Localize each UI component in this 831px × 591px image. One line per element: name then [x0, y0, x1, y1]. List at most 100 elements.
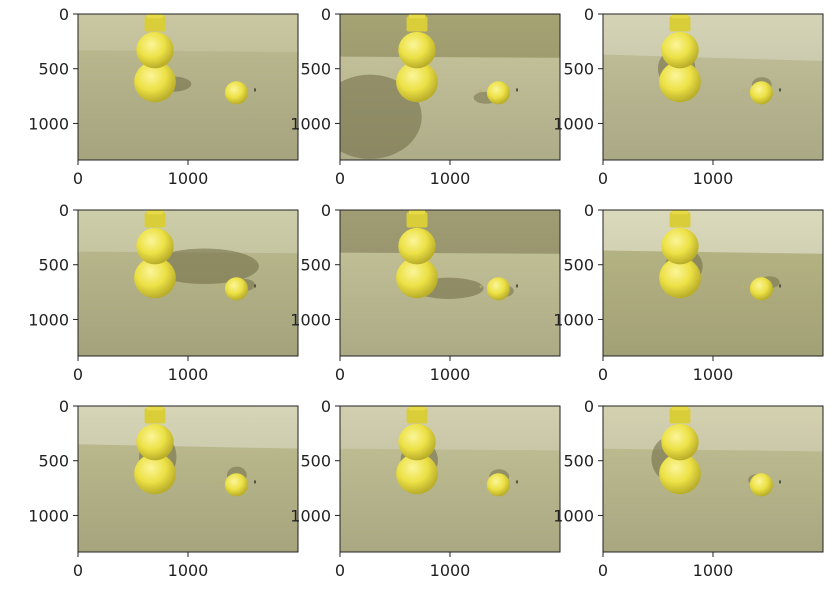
y-tick-label: 1000 — [28, 506, 69, 525]
x-tick-label: 1000 — [430, 561, 471, 580]
ball-mark-left — [479, 285, 482, 288]
snowman-hat — [406, 408, 428, 424]
snowman-upper-body — [136, 423, 174, 461]
snowman-hat — [669, 16, 691, 32]
y-tick-label: 500 — [38, 452, 69, 471]
snowman-hat — [406, 212, 428, 228]
snowman-hat — [406, 16, 428, 32]
snowman-hat-top — [146, 406, 164, 411]
yellow-ball — [749, 473, 773, 497]
snowman-hat-top — [146, 14, 164, 19]
x-tick-label: 1000 — [693, 365, 734, 384]
ball-mark-right — [779, 284, 781, 288]
ball-mark-left — [742, 89, 745, 92]
x-tick-label: 0 — [73, 169, 83, 188]
snowman-lower-body — [396, 257, 438, 299]
y-tick-label: 500 — [563, 452, 594, 471]
y-tick-label: 0 — [584, 201, 594, 220]
y-tick-label: 1000 — [28, 310, 69, 329]
ball-mark-left — [479, 481, 482, 484]
x-tick-label: 1000 — [168, 561, 209, 580]
ball-mark-right — [254, 88, 256, 92]
y-tick-label: 0 — [59, 397, 69, 416]
y-tick-label: 0 — [584, 397, 594, 416]
image-panel-7: 0 500 1000 0 1000 — [28, 397, 299, 580]
image-panel-9: 0 500 1000 0 1000 — [553, 397, 824, 580]
x-tick-label: 0 — [73, 365, 83, 384]
snowman-hat-top — [408, 14, 426, 19]
x-tick-label: 0 — [598, 169, 608, 188]
snowman-lower-body — [134, 453, 176, 495]
yellow-ball — [486, 277, 510, 301]
y-tick-label: 500 — [38, 60, 69, 79]
x-tick-label: 1000 — [430, 169, 471, 188]
y-tick-label: 1000 — [290, 506, 331, 525]
ball-mark-right — [516, 88, 518, 92]
snowman-hat-top — [146, 210, 164, 215]
snowman-hat — [669, 212, 691, 228]
snowman-hat-top — [408, 406, 426, 411]
x-tick-label: 1000 — [693, 561, 734, 580]
snowman-hat — [144, 16, 166, 32]
yellow-ball — [749, 277, 773, 301]
snowman-shadow — [150, 248, 259, 284]
y-tick-label: 1000 — [28, 114, 69, 133]
y-tick-label: 0 — [321, 5, 331, 24]
image-panel-2: 0 500 1000 0 1000 — [290, 5, 561, 188]
snowman-lower-body — [659, 257, 701, 299]
ball-mark-left — [217, 89, 220, 92]
snowman-hat-top — [671, 14, 689, 19]
snowman-hat-top — [671, 210, 689, 215]
ball-mark-right — [254, 284, 256, 288]
vignette — [78, 406, 298, 552]
image-panel-1: 0 500 1000 0 1000 — [28, 5, 299, 188]
y-tick-label: 0 — [59, 5, 69, 24]
snowman-upper-body — [398, 31, 436, 69]
snowman-upper-body — [398, 423, 436, 461]
ball-mark-right — [254, 480, 256, 484]
y-tick-label: 0 — [59, 201, 69, 220]
y-tick-label: 0 — [584, 5, 594, 24]
snowman-upper-body — [136, 31, 174, 69]
y-tick-label: 500 — [300, 60, 331, 79]
x-tick-label: 1000 — [168, 169, 209, 188]
snowman-hat-top — [671, 406, 689, 411]
yellow-ball — [224, 81, 248, 105]
snowman-upper-body — [661, 227, 699, 265]
x-tick-label: 1000 — [168, 365, 209, 384]
ball-mark-left — [217, 285, 220, 288]
y-tick-label: 500 — [563, 256, 594, 275]
snowman-upper-body — [661, 423, 699, 461]
yellow-ball — [486, 81, 510, 105]
snowman-hat — [669, 408, 691, 424]
snowman-upper-body — [136, 227, 174, 265]
snowman-hat — [144, 408, 166, 424]
y-tick-label: 500 — [300, 452, 331, 471]
snowman-lower-body — [396, 453, 438, 495]
ball-mark-left — [742, 481, 745, 484]
ball-mark-right — [779, 480, 781, 484]
snowman-hat — [144, 212, 166, 228]
snowman-hat-top — [408, 210, 426, 215]
snowman-lower-body — [134, 257, 176, 299]
y-tick-label: 500 — [563, 60, 594, 79]
image-panel-5: 0 500 1000 0 1000 — [290, 201, 561, 384]
snowman-lower-body — [134, 61, 176, 103]
image-panel-3: 0 500 1000 0 1000 — [553, 5, 824, 188]
y-tick-label: 0 — [321, 201, 331, 220]
vignette — [603, 210, 823, 356]
y-tick-label: 1000 — [290, 114, 331, 133]
snowman-lower-body — [659, 453, 701, 495]
x-tick-label: 0 — [335, 561, 345, 580]
snowman-upper-body — [398, 227, 436, 265]
vignette — [603, 406, 823, 552]
x-tick-label: 1000 — [693, 169, 734, 188]
image-panel-4: 0 500 1000 0 1000 — [28, 201, 299, 384]
y-tick-label: 1000 — [553, 506, 594, 525]
x-tick-label: 1000 — [430, 365, 471, 384]
ball-mark-right — [516, 480, 518, 484]
ball-mark-right — [516, 284, 518, 288]
y-tick-label: 500 — [300, 256, 331, 275]
vignette — [340, 406, 560, 552]
yellow-ball — [224, 277, 248, 301]
